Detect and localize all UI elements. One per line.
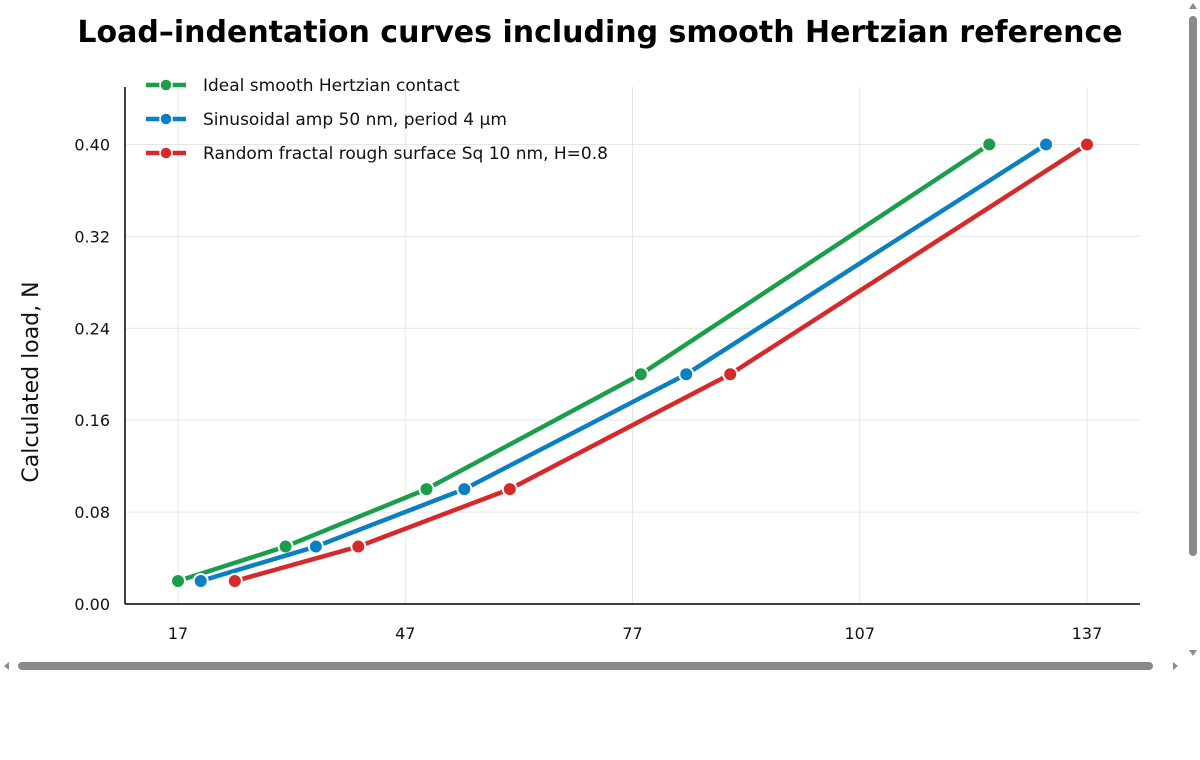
data-point bbox=[456, 481, 473, 498]
legend-marker bbox=[159, 112, 173, 126]
legend-marker bbox=[159, 146, 173, 160]
scroll-up-arrow-icon[interactable] bbox=[1189, 3, 1197, 9]
data-point bbox=[192, 573, 209, 590]
data-point bbox=[981, 136, 998, 153]
data-point bbox=[170, 573, 187, 590]
grid bbox=[125, 87, 1140, 604]
axes bbox=[124, 87, 1140, 605]
scroll-down-arrow-icon[interactable] bbox=[1189, 650, 1197, 656]
series-group bbox=[170, 136, 1095, 590]
y-tick-label: 0.00 bbox=[74, 595, 110, 614]
y-axis-label: Calculated load, N bbox=[19, 281, 44, 482]
horizontal-scrollbar[interactable] bbox=[0, 659, 1186, 673]
x-tick-label: 137 bbox=[1072, 624, 1103, 643]
series-line bbox=[175, 142, 992, 584]
x-tick-label: 77 bbox=[622, 624, 642, 643]
legend-item: Sinusoidal amp 50 nm, period 4 µm bbox=[146, 110, 507, 130]
data-point bbox=[632, 366, 649, 383]
legend-marker bbox=[159, 78, 173, 92]
y-tick-label: 0.16 bbox=[74, 411, 110, 430]
y-axis-ticks: 0.00 0.08 0.16 0.24 0.32 0.40 bbox=[74, 135, 110, 614]
series-line bbox=[198, 142, 1049, 584]
chart-title: Load–indentation curves including smooth… bbox=[77, 15, 1122, 50]
legend-item: Ideal smooth Hertzian contact bbox=[146, 76, 460, 96]
data-point bbox=[277, 538, 294, 555]
data-point bbox=[722, 366, 739, 383]
horizontal-scrollbar-thumb[interactable] bbox=[18, 662, 1153, 670]
series-3 bbox=[226, 136, 1095, 590]
data-point bbox=[678, 366, 695, 383]
chart: Load–indentation curves including smooth… bbox=[19, 15, 1140, 643]
legend-label: Ideal smooth Hertzian contact bbox=[203, 76, 460, 96]
y-tick-label: 0.24 bbox=[74, 319, 110, 338]
vertical-scrollbar-thumb[interactable] bbox=[1189, 16, 1197, 556]
series-1 bbox=[170, 136, 998, 590]
x-tick-label: 17 bbox=[168, 624, 188, 643]
scroll-left-arrow-icon[interactable] bbox=[4, 662, 9, 670]
x-axis-ticks: 17 47 77 107 137 bbox=[168, 624, 1102, 643]
x-tick-label: 47 bbox=[395, 624, 415, 643]
data-point bbox=[350, 538, 367, 555]
legend-label: Sinusoidal amp 50 nm, period 4 µm bbox=[203, 110, 507, 130]
scroll-right-arrow-icon[interactable] bbox=[1173, 662, 1178, 670]
data-point bbox=[307, 538, 324, 555]
vertical-scrollbar[interactable] bbox=[1186, 0, 1200, 659]
y-tick-label: 0.08 bbox=[74, 503, 110, 522]
legend-label: Random fractal rough surface Sq 10 nm, H… bbox=[203, 144, 608, 164]
y-tick-label: 0.32 bbox=[74, 227, 110, 246]
data-point bbox=[418, 481, 435, 498]
legend-item: Random fractal rough surface Sq 10 nm, H… bbox=[146, 144, 608, 164]
legend: Ideal smooth Hertzian contact Sinusoidal … bbox=[146, 76, 608, 164]
data-point bbox=[501, 481, 518, 498]
data-point bbox=[226, 573, 243, 590]
y-tick-label: 0.40 bbox=[74, 135, 110, 154]
series-2 bbox=[192, 136, 1055, 590]
x-tick-label: 107 bbox=[844, 624, 875, 643]
chart-viewport: Load–indentation curves including smooth… bbox=[19, 15, 1140, 643]
data-point bbox=[1038, 136, 1055, 153]
data-point bbox=[1078, 136, 1095, 153]
